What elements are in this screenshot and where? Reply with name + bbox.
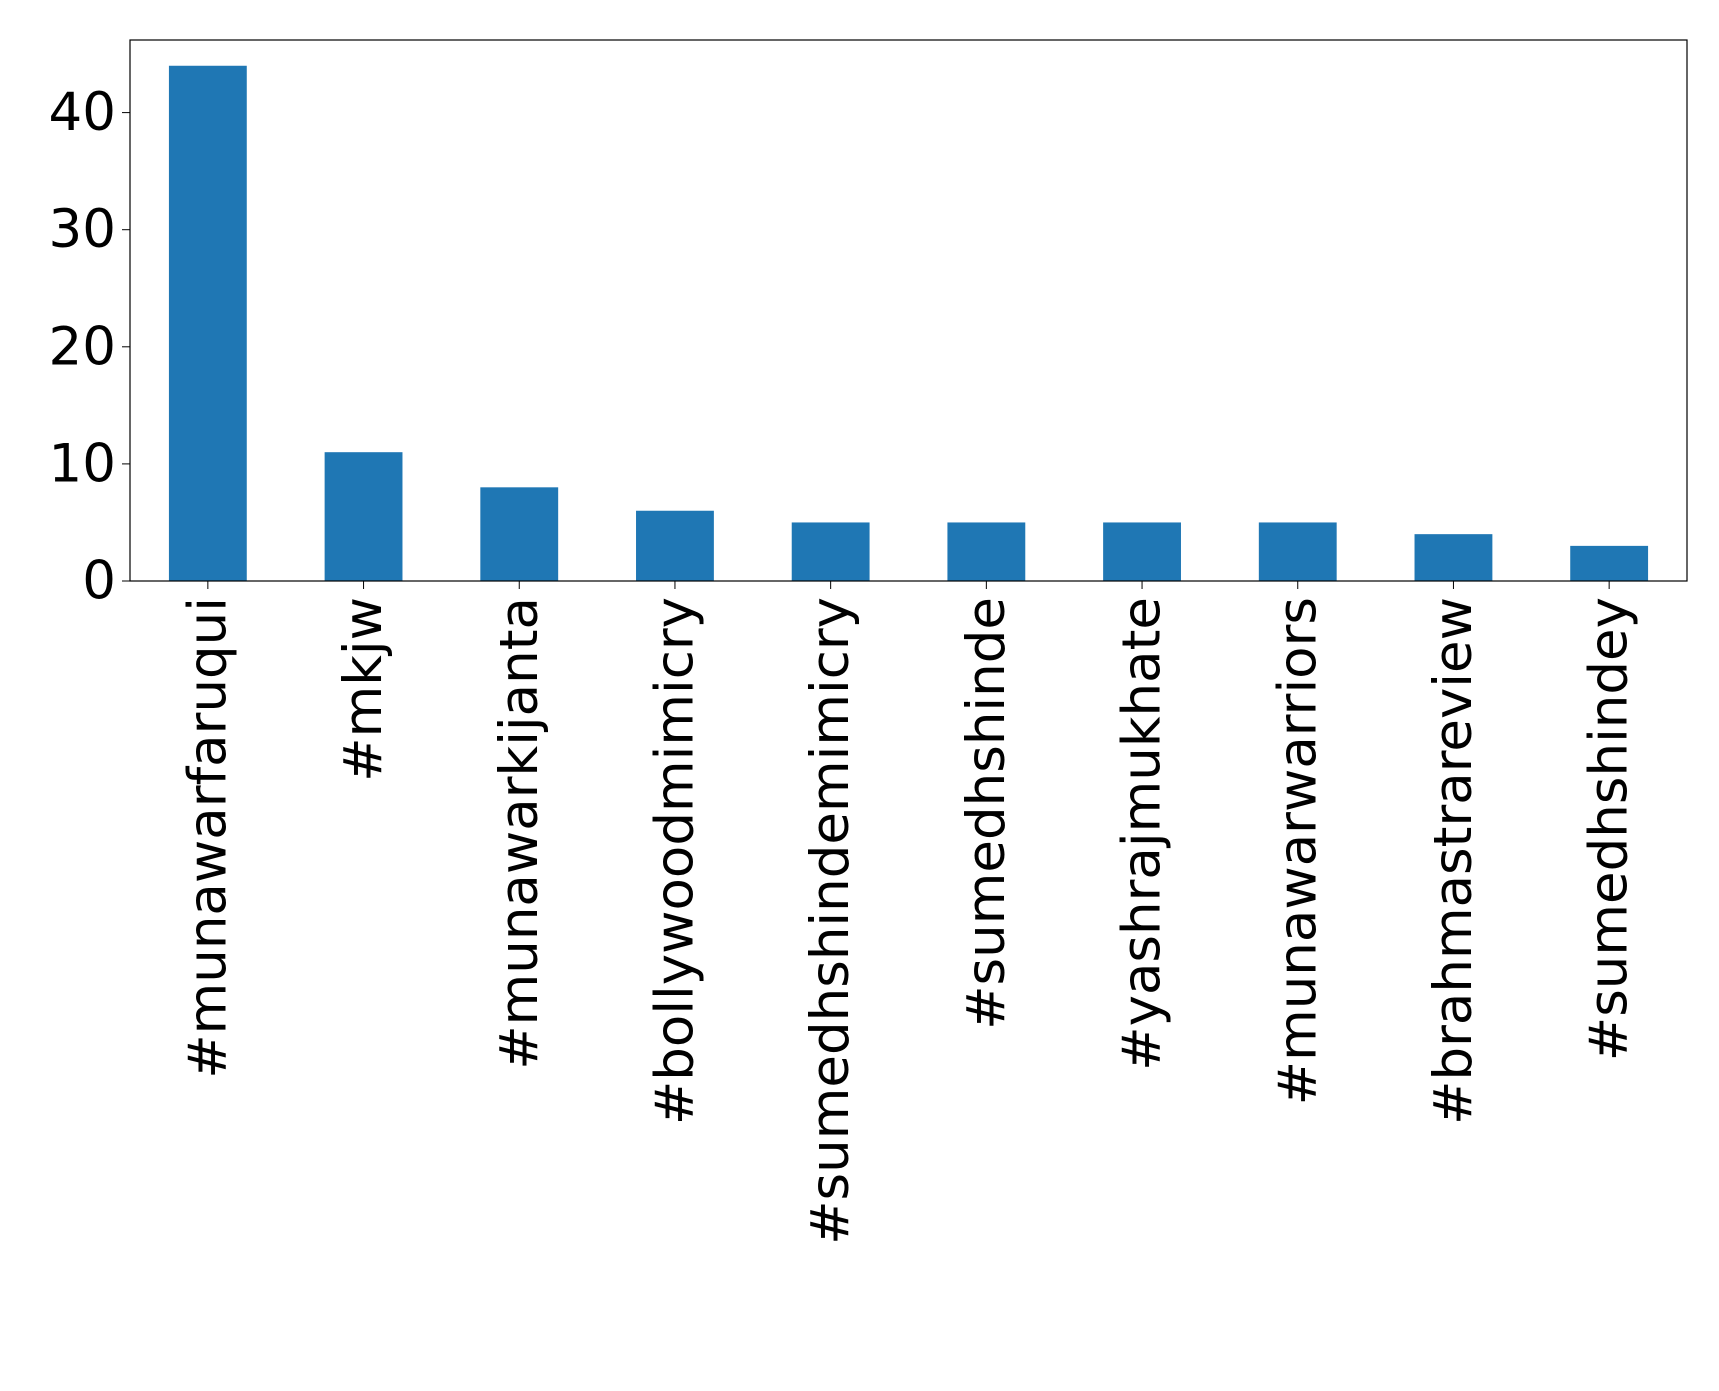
x-tick-label: #munawarfaruqui	[177, 597, 238, 1079]
x-tick-label: #sumedhshinde	[956, 597, 1017, 1030]
bar	[1570, 545, 1649, 581]
x-tick-label: #munawarkijanta	[489, 597, 550, 1070]
x-tick-label: #sumedhshindemimicry	[800, 597, 861, 1245]
bar	[324, 452, 403, 581]
bar	[947, 522, 1026, 581]
x-tick-label: #mkjw	[333, 597, 394, 782]
y-tick-label: 40	[49, 82, 116, 143]
plot-frame	[129, 39, 1688, 582]
bar	[168, 65, 247, 581]
x-tick-label: #yashrajmukhate	[1112, 597, 1173, 1071]
bar	[1258, 522, 1337, 581]
bar	[636, 510, 714, 581]
bar	[1103, 522, 1181, 581]
bar	[480, 487, 559, 581]
y-tick-label: 20	[49, 316, 116, 377]
x-tick-label: #sumedhshindey	[1579, 597, 1640, 1061]
bar	[1414, 534, 1493, 581]
x-tick-label: #munawarwarriors	[1267, 597, 1328, 1105]
x-tick-label: #bollywoodmimicry	[644, 597, 705, 1125]
y-tick-label: 30	[49, 199, 116, 260]
y-tick-label: 0	[82, 551, 116, 612]
y-tick-label: 10	[49, 433, 116, 494]
bar	[791, 522, 870, 581]
x-tick-label: #brahmastrareview	[1423, 597, 1484, 1125]
